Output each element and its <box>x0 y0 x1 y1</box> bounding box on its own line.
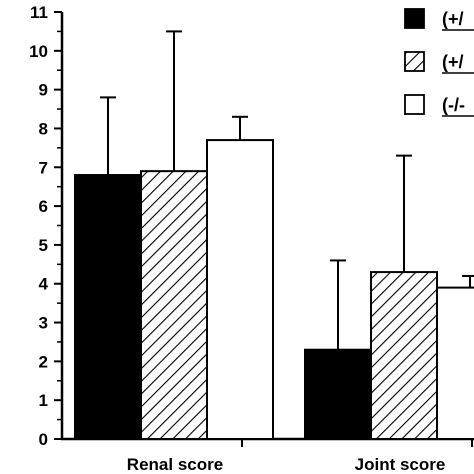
legend-label: (+/ <box>442 9 464 29</box>
y-tick-label: 10 <box>29 42 48 61</box>
legend: (+/ (+/ (-/- <box>404 8 474 117</box>
y-tick-label: 5 <box>39 236 48 255</box>
y-tick-label: 7 <box>39 158 48 177</box>
legend-swatch <box>404 94 425 115</box>
legend-label: (-/- <box>442 95 465 115</box>
bar <box>206 139 274 440</box>
legend-label: (+/ <box>442 52 464 72</box>
bar <box>140 170 208 440</box>
y-tick-label: 9 <box>39 81 48 100</box>
x-category-label: Renal score <box>127 455 223 474</box>
bar <box>304 348 372 440</box>
y-tick-label: 3 <box>39 314 48 333</box>
bars <box>74 30 474 441</box>
y-tick-label: 11 <box>30 3 48 22</box>
y-tick-label: 6 <box>39 197 48 216</box>
bar <box>370 271 438 440</box>
legend-swatch <box>404 8 425 29</box>
y-tick-label: 8 <box>39 119 48 138</box>
y-tick-label: 0 <box>39 430 48 449</box>
y-tick-label: 4 <box>39 275 49 294</box>
y-tick-label: 2 <box>39 352 48 371</box>
bar <box>74 174 142 440</box>
bar <box>436 286 474 441</box>
x-category-label: Joint score <box>355 455 446 474</box>
legend-swatch <box>404 51 425 72</box>
y-tick-label: 1 <box>39 391 48 410</box>
